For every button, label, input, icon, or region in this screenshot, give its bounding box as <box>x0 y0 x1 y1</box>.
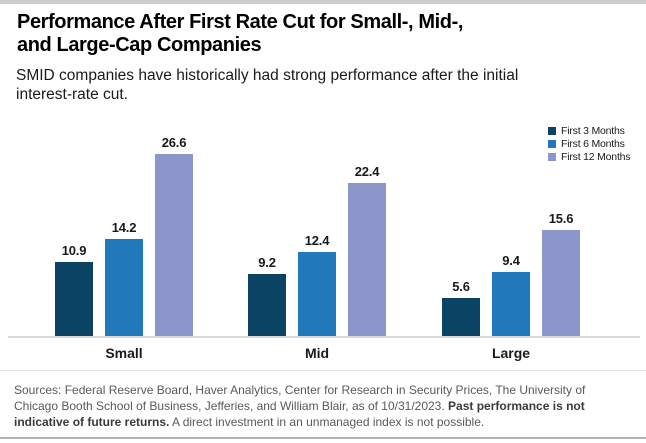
bar-column: 5.6 <box>442 279 480 337</box>
bar-small-first-3-months <box>55 262 93 337</box>
bar-column: 22.4 <box>348 164 386 337</box>
legend-swatch-icon <box>548 152 556 161</box>
bar-group-large: 5.6 9.4 15.6 <box>442 211 580 337</box>
category-label-mid: Mid <box>304 345 330 361</box>
bar-mid-first-3-months <box>248 274 286 337</box>
bar-column: 12.4 <box>298 233 336 337</box>
top-accent-bar <box>0 0 646 4</box>
sources-line: Sources: Federal Reserve Board, Haver An… <box>14 382 639 398</box>
category-label-large: Large <box>491 345 531 361</box>
bar-small-first-6-months <box>105 239 143 337</box>
bar-group-mid: 9.2 12.4 22.4 <box>248 164 386 337</box>
bar-value-label: 14.2 <box>111 220 137 235</box>
bar-large-first-12-months <box>542 230 580 337</box>
category-label-small: Small <box>105 345 143 361</box>
bar-mid-first-6-months <box>298 252 336 337</box>
disclaimer-bold-text: Past performance is not <box>448 399 585 413</box>
bottom-border-line <box>0 437 646 439</box>
legend-label: First 3 Months <box>561 124 625 137</box>
footer-separator-line <box>0 370 646 371</box>
sources-note: Sources: Federal Reserve Board, Haver An… <box>14 382 639 430</box>
sources-line: indicative of future returns. A direct i… <box>14 414 639 430</box>
bar-column: 10.9 <box>55 243 93 337</box>
disclaimer-bold-text: indicative of future returns. <box>14 415 170 429</box>
chart-title-line1: Performance After First Rate Cut for Sma… <box>17 11 463 33</box>
bar-value-label: 10.9 <box>61 243 87 258</box>
legend-label: First 6 Months <box>561 137 625 150</box>
legend-swatch-icon <box>548 139 556 148</box>
bar-column: 15.6 <box>542 211 580 337</box>
bar-value-label: 12.4 <box>304 233 330 248</box>
bar-value-label: 5.6 <box>452 279 470 294</box>
chart-title: Performance After First Rate Cut for Sma… <box>17 11 629 57</box>
bar-large-first-6-months <box>492 272 530 337</box>
legend-item: First 12 Months <box>548 150 631 163</box>
bar-column: 9.2 <box>248 255 286 337</box>
bar-column: 26.6 <box>155 135 193 337</box>
bar-small-first-12-months <box>155 154 193 337</box>
legend-item: First 3 Months <box>548 124 630 137</box>
x-axis-line <box>8 336 640 338</box>
bar-value-label: 15.6 <box>548 211 574 226</box>
bar-column: 9.4 <box>492 253 530 337</box>
chart-title-line2: and Large-Cap Companies <box>17 34 262 56</box>
bar-mid-first-12-months <box>348 183 386 337</box>
sources-text: Sources: Federal Reserve Board, Haver An… <box>14 383 586 397</box>
legend-swatch-icon <box>548 126 556 135</box>
sources-text: A direct investment in an unmanaged inde… <box>169 415 485 429</box>
bar-large-first-3-months <box>442 298 480 337</box>
sources-text: Chicago Booth School of Business, Jeffer… <box>14 399 449 413</box>
chart-legend: First 3 Months First 6 Months First 12 Mon… <box>548 124 631 165</box>
legend-item: First 6 Months <box>548 137 630 150</box>
bar-group-small: 10.9 14.2 26.6 <box>55 135 193 337</box>
chart-subtitle: SMID companies have historically had str… <box>16 67 519 103</box>
bar-value-label: 9.4 <box>502 253 520 268</box>
sources-line: Chicago Booth School of Business, Jeffer… <box>14 398 639 414</box>
bar-value-label: 26.6 <box>161 135 187 150</box>
legend-label: First 12 Months <box>561 150 631 163</box>
bar-value-label: 22.4 <box>354 164 380 179</box>
bar-value-label: 9.2 <box>258 255 276 270</box>
bar-column: 14.2 <box>105 220 143 337</box>
